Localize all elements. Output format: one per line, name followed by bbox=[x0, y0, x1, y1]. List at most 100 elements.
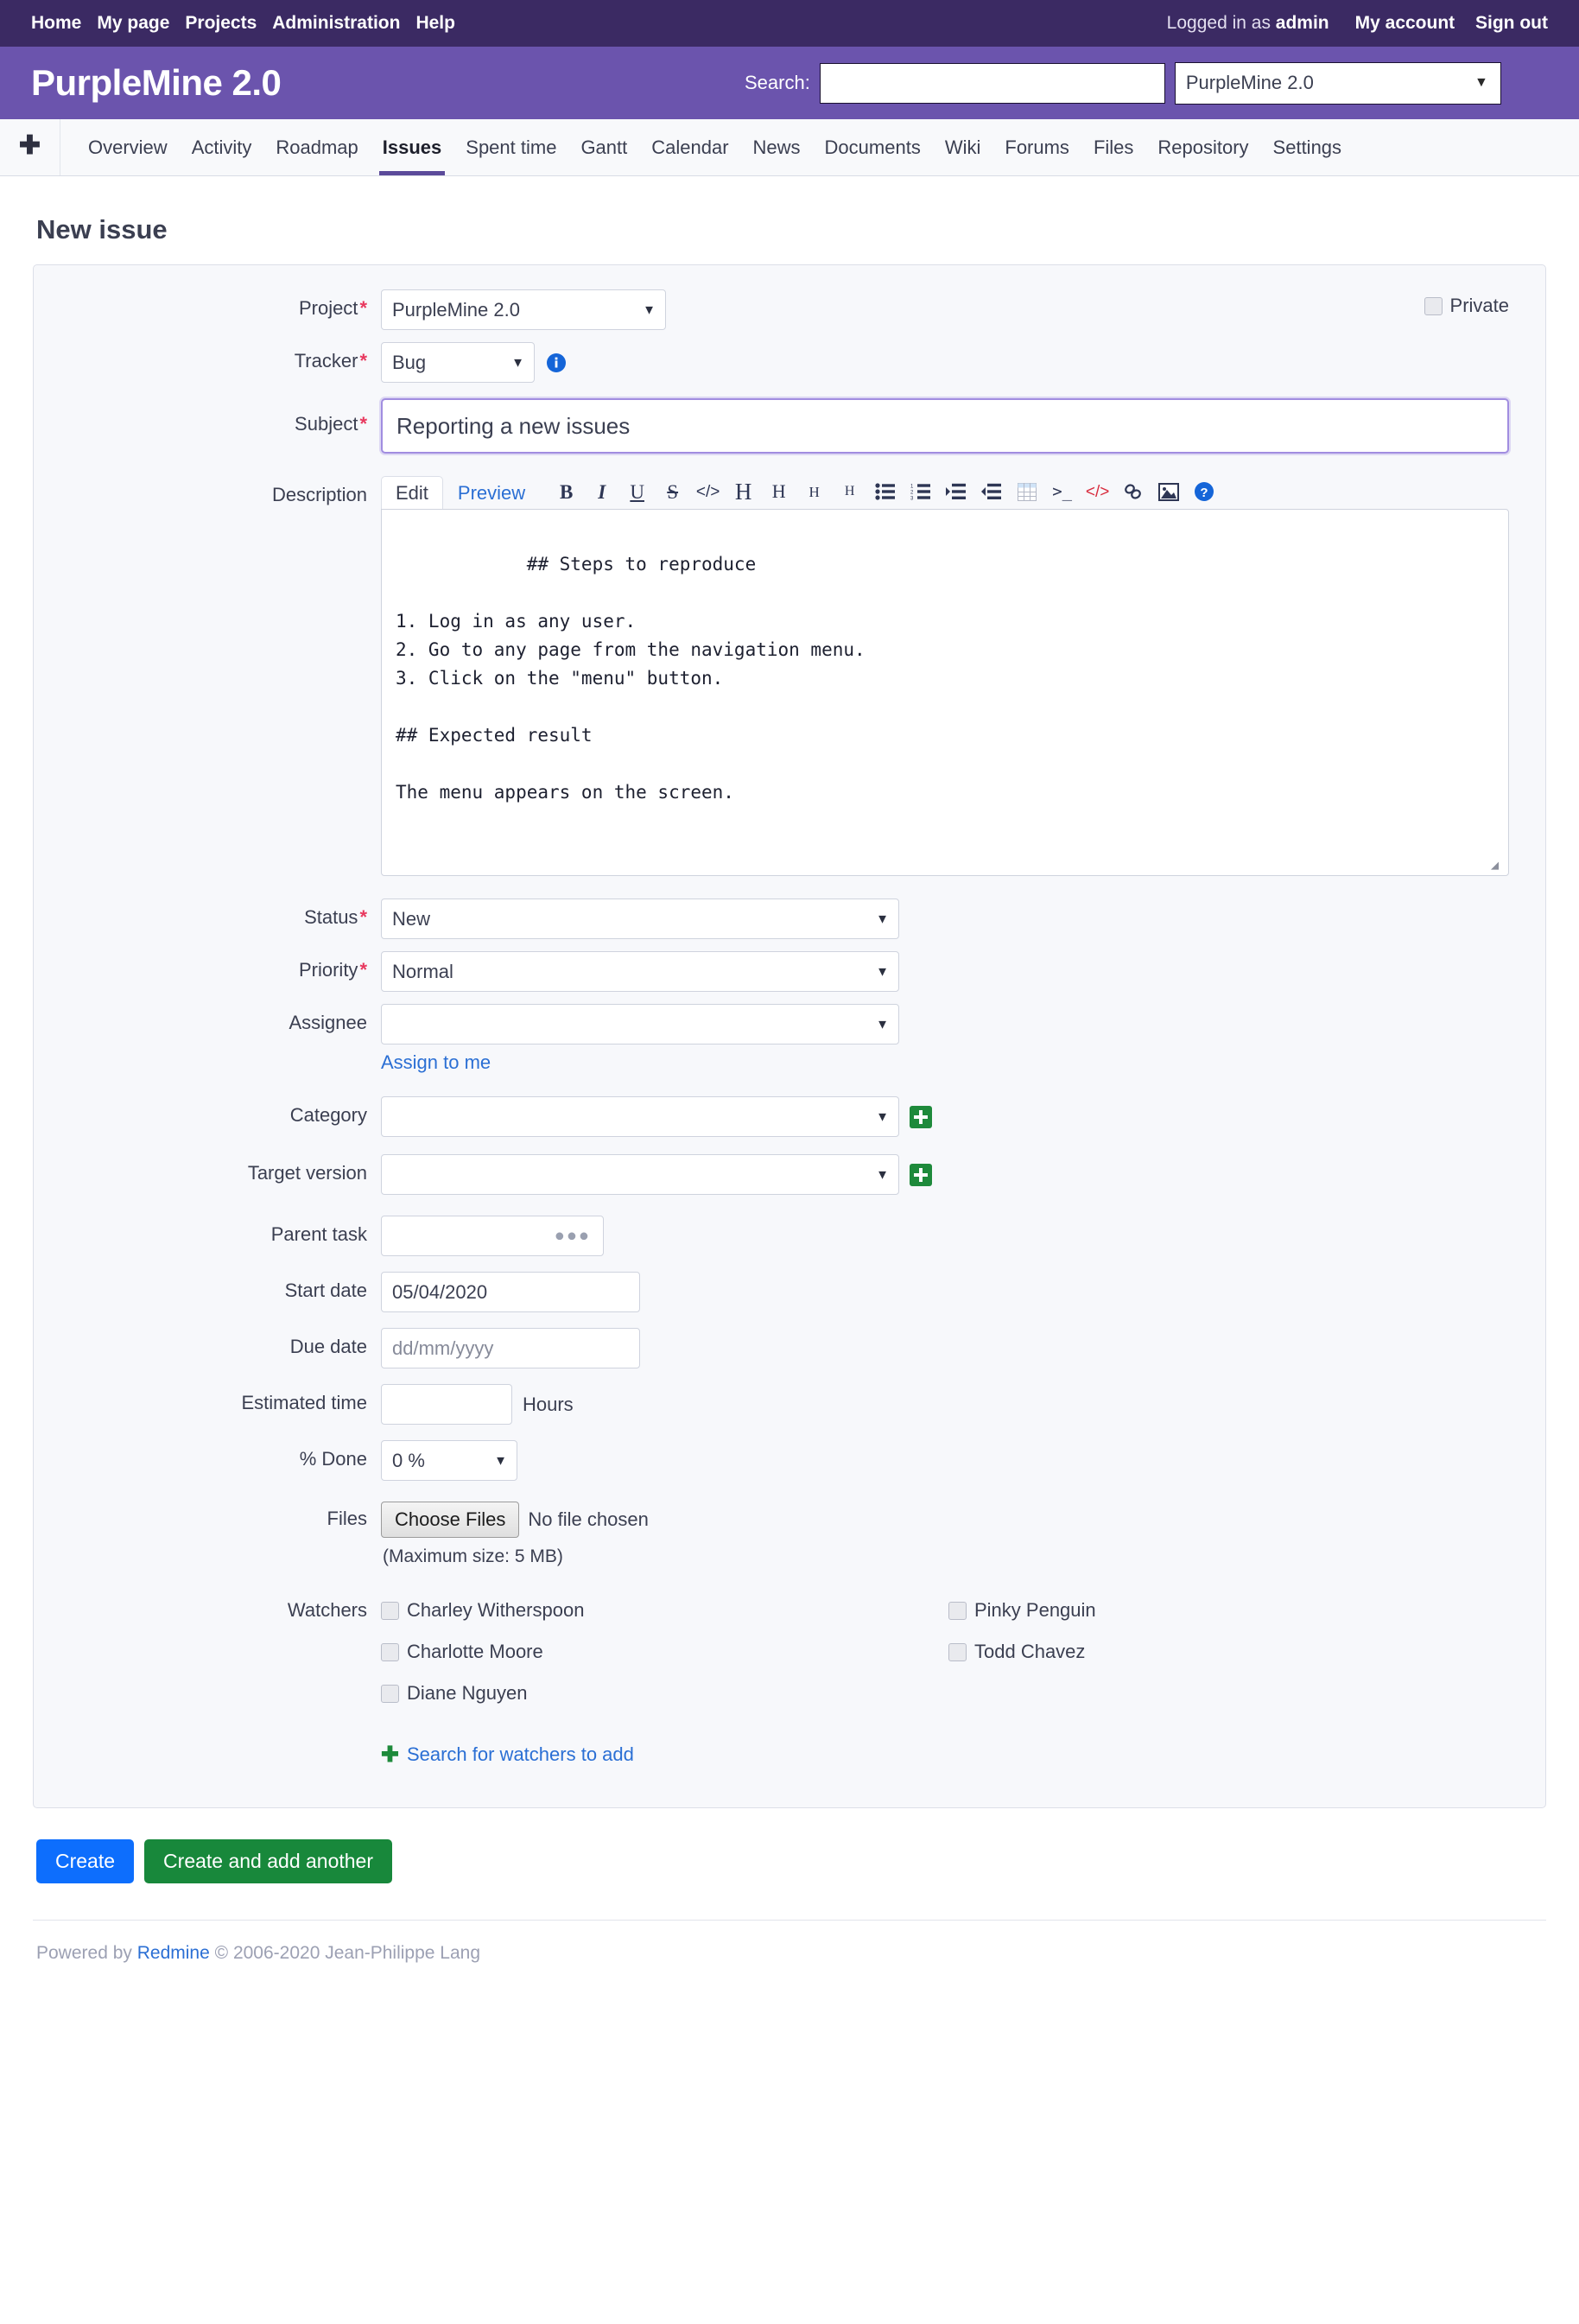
files-max-size-note: (Maximum size: 5 MB) bbox=[383, 1546, 563, 1566]
watcher-checkbox[interactable] bbox=[381, 1642, 399, 1661]
file-picker-row: Choose Files No file chosen bbox=[381, 1502, 649, 1538]
bold-icon[interactable]: B bbox=[560, 480, 574, 503]
category-label: Category bbox=[289, 1104, 367, 1126]
outdent-icon[interactable] bbox=[977, 478, 1005, 505]
due-date-input[interactable]: dd/mm/yyyy bbox=[381, 1328, 640, 1368]
search-scope-select[interactable]: PurpleMine 2.0 ▼ bbox=[1174, 61, 1501, 105]
description-toolbar-buttons: B I U S </> H H H H bbox=[549, 478, 1221, 509]
done-ratio-select[interactable]: 0 % ▼ bbox=[381, 1440, 517, 1481]
tab-overview[interactable]: Overview bbox=[88, 136, 168, 158]
tab-activity[interactable]: Activity bbox=[191, 136, 252, 158]
create-and-add-another-button[interactable]: Create and add another bbox=[144, 1839, 393, 1884]
watcher-item[interactable]: Todd Chavez bbox=[948, 1631, 1516, 1673]
search-input[interactable] bbox=[819, 62, 1165, 104]
preformatted-icon[interactable]: >_ bbox=[1052, 481, 1073, 501]
footer-redmine-link[interactable]: Redmine bbox=[136, 1943, 210, 1964]
footer-copyright: © 2006-2020 Jean-Philippe Lang bbox=[214, 1943, 481, 1964]
tab-wiki[interactable]: Wiki bbox=[944, 136, 981, 158]
heading-2-icon[interactable]: H bbox=[771, 480, 786, 502]
top-menu-link-projects[interactable]: Projects bbox=[185, 13, 257, 33]
tab-settings[interactable]: Settings bbox=[1272, 136, 1342, 158]
target-version-select[interactable]: ▼ bbox=[381, 1154, 899, 1195]
search-watchers-link[interactable]: Search for watchers to add bbox=[406, 1743, 634, 1765]
target-version-label: Target version bbox=[247, 1162, 367, 1184]
tab-repository[interactable]: Repository bbox=[1157, 136, 1249, 158]
code-block-icon[interactable]: </> bbox=[1085, 482, 1110, 501]
watcher-checkbox[interactable] bbox=[948, 1601, 967, 1620]
watcher-checkbox[interactable] bbox=[381, 1684, 399, 1703]
subject-input[interactable]: Reporting a new issues bbox=[381, 398, 1509, 454]
tab-files[interactable]: Files bbox=[1093, 136, 1134, 158]
heading-3-icon[interactable]: H bbox=[809, 483, 820, 500]
project-select[interactable]: PurpleMine 2.0 ▼ bbox=[381, 289, 666, 330]
quick-search-area: Search: PurpleMine 2.0 ▼ bbox=[745, 47, 1501, 119]
tab-issues[interactable]: Issues bbox=[371, 119, 454, 175]
watcher-item[interactable]: Pinky Penguin bbox=[948, 1590, 1516, 1631]
heading-1-icon[interactable]: H bbox=[734, 478, 752, 505]
inline-code-icon[interactable]: </> bbox=[695, 482, 720, 501]
watcher-item[interactable]: Charley Witherspoon bbox=[381, 1590, 948, 1631]
top-menu-link-my-account[interactable]: My account bbox=[1354, 13, 1455, 33]
add-category-icon[interactable] bbox=[910, 1105, 932, 1128]
watcher-name: Pinky Penguin bbox=[974, 1599, 1096, 1621]
field-row-project: Project* PurpleMine 2.0 ▼ bbox=[63, 289, 1516, 330]
file-chosen-status: No file chosen bbox=[528, 1508, 649, 1530]
category-select[interactable]: ▼ bbox=[381, 1096, 899, 1137]
add-target-version-icon[interactable] bbox=[910, 1163, 932, 1186]
description-tab-preview[interactable]: Preview bbox=[457, 481, 526, 504]
info-icon[interactable] bbox=[545, 352, 568, 374]
choose-files-button[interactable]: Choose Files bbox=[381, 1502, 520, 1538]
tab-gantt[interactable]: Gantt bbox=[580, 136, 628, 158]
description-tab-edit[interactable]: Edit bbox=[381, 475, 443, 510]
top-menu-link-home[interactable]: Home bbox=[31, 13, 82, 33]
field-row-files: Files Choose Files No file chosen (Maxim… bbox=[63, 1502, 1516, 1567]
search-scope-value: PurpleMine 2.0 bbox=[1185, 72, 1314, 93]
watcher-checkbox[interactable] bbox=[381, 1601, 399, 1620]
files-control: Choose Files No file chosen (Maximum siz… bbox=[381, 1502, 1516, 1567]
plus-icon[interactable]: ✚ bbox=[0, 119, 60, 175]
watcher-name: Charley Witherspoon bbox=[407, 1599, 585, 1621]
indent-icon[interactable] bbox=[942, 478, 970, 505]
estimated-time-input[interactable] bbox=[381, 1384, 512, 1425]
top-menu-link-my-page[interactable]: My page bbox=[97, 13, 170, 33]
private-checkbox[interactable] bbox=[1424, 296, 1443, 315]
strikethrough-icon[interactable]: S bbox=[667, 480, 679, 503]
assignee-select[interactable]: ▼ bbox=[381, 1004, 899, 1045]
tab-documents[interactable]: Documents bbox=[824, 136, 921, 158]
done-ratio-label: % Done bbox=[299, 1448, 367, 1470]
tracker-select[interactable]: Bug ▼ bbox=[381, 342, 535, 383]
unordered-list-icon[interactable] bbox=[871, 478, 899, 505]
top-menu-link-help[interactable]: Help bbox=[415, 13, 455, 33]
tab-calendar[interactable]: Calendar bbox=[651, 136, 729, 158]
watcher-item[interactable]: Diane Nguyen bbox=[381, 1673, 948, 1714]
link-icon[interactable] bbox=[1119, 478, 1147, 505]
start-date-input[interactable]: 05/04/2020 bbox=[381, 1272, 640, 1312]
watchers-search-row[interactable]: ✚ Search for watchers to add bbox=[381, 1743, 1516, 1766]
watcher-checkbox[interactable] bbox=[948, 1642, 967, 1661]
create-button[interactable]: Create bbox=[36, 1839, 135, 1884]
description-textarea[interactable]: ## Steps to reproduce 1. Log in as any u… bbox=[381, 509, 1509, 876]
help-icon[interactable]: ? bbox=[1189, 478, 1218, 505]
top-menu-link-sign-out[interactable]: Sign out bbox=[1475, 13, 1548, 33]
top-menu-link-administration[interactable]: Administration bbox=[272, 13, 401, 33]
field-row-tracker: Tracker* Bug ▼ bbox=[63, 342, 1516, 383]
tab-roadmap[interactable]: Roadmap bbox=[276, 136, 358, 158]
resize-handle-icon[interactable]: ◢ bbox=[1491, 857, 1500, 873]
private-checkbox-group[interactable]: Private bbox=[1424, 295, 1509, 317]
watcher-item[interactable]: Charlotte Moore bbox=[381, 1631, 948, 1673]
heading-4-icon[interactable]: H bbox=[844, 484, 855, 498]
field-row-watchers: Watchers Charley Witherspoon Charlotte M… bbox=[63, 1590, 1516, 1766]
assign-to-me-link[interactable]: Assign to me bbox=[381, 1051, 491, 1073]
tab-forums[interactable]: Forums bbox=[1005, 136, 1069, 158]
status-select[interactable]: New ▼ bbox=[381, 898, 899, 939]
tab-spent-time[interactable]: Spent time bbox=[466, 136, 557, 158]
image-icon[interactable] bbox=[1154, 478, 1183, 505]
tab-news[interactable]: News bbox=[752, 136, 801, 158]
priority-select[interactable]: Normal ▼ bbox=[381, 951, 899, 992]
underline-icon[interactable]: U bbox=[630, 480, 644, 503]
italic-icon[interactable]: I bbox=[598, 480, 606, 503]
table-icon[interactable] bbox=[1012, 478, 1041, 505]
parent-task-input[interactable]: ●●● bbox=[381, 1216, 604, 1256]
ellipsis-icon[interactable]: ●●● bbox=[554, 1226, 591, 1245]
